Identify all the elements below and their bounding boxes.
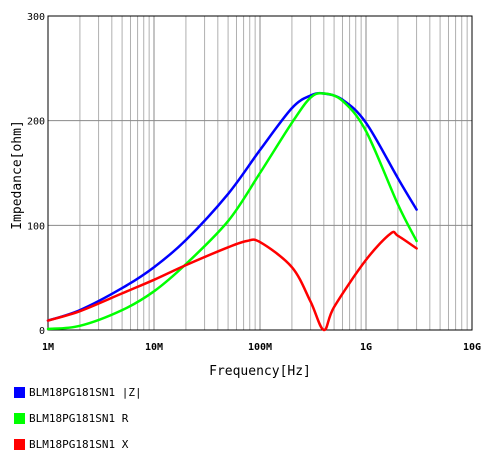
- x-tick-label: 1G: [360, 342, 372, 353]
- x-tick-label: 10G: [463, 342, 481, 353]
- legend-label-x: BLM18PG181SN1 X: [29, 438, 128, 451]
- legend-swatch-r: [14, 413, 25, 424]
- x-tick-label: 10M: [145, 342, 163, 353]
- x-axis-label: Frequency[Hz]: [209, 364, 311, 379]
- legend-swatch-x: [14, 439, 25, 450]
- x-tick-label: 1M: [42, 342, 54, 353]
- y-tick-label: 100: [27, 221, 45, 232]
- legend-label-z: BLM18PG181SN1 |Z|: [29, 386, 142, 399]
- legend-label-r: BLM18PG181SN1 R: [29, 412, 128, 425]
- y-tick-label: 200: [27, 117, 45, 128]
- y-tick-label: 300: [27, 12, 45, 23]
- legend-item-x: BLM18PG181SN1 X: [14, 434, 142, 454]
- legend-swatch-z: [14, 387, 25, 398]
- legend: BLM18PG181SN1 |Z| BLM18PG181SN1 R BLM18P…: [14, 382, 142, 460]
- legend-item-r: BLM18PG181SN1 R: [14, 408, 142, 428]
- legend-item-z: BLM18PG181SN1 |Z|: [14, 382, 142, 402]
- x-tick-label: 100M: [248, 342, 272, 353]
- y-axis-label: Impedance[ohm]: [10, 120, 25, 230]
- axis-labels: Frequency[Hz] Impedance[ohm]: [10, 120, 311, 379]
- y-tick-label: 0: [39, 326, 45, 337]
